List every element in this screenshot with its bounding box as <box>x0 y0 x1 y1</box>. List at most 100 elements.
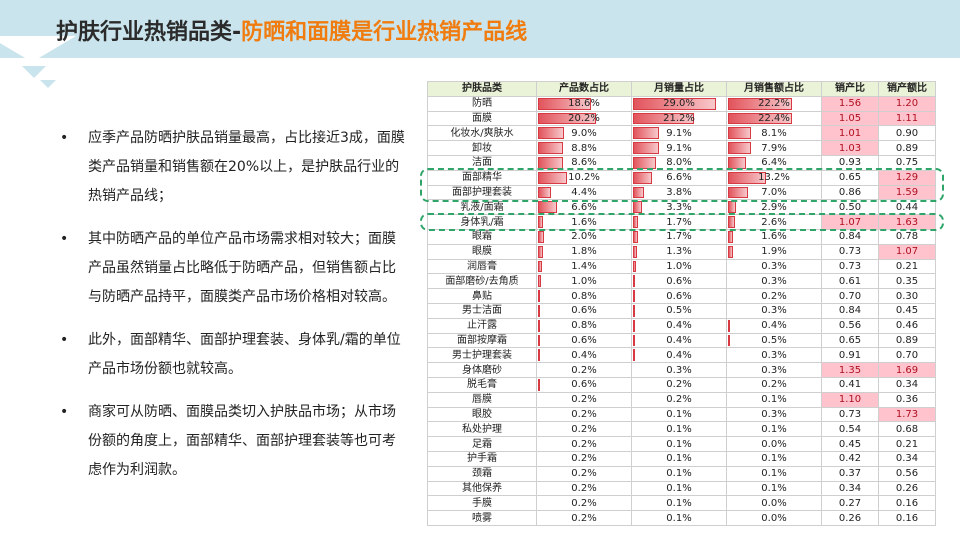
cell-sales-share: 0.1% <box>726 480 822 497</box>
cell-sales-amount-ratio: 1.20 <box>878 95 936 112</box>
cell-value: 0.6% <box>666 275 692 287</box>
cell-value: 8.0% <box>666 157 692 169</box>
cell-value: 0.5% <box>666 305 692 317</box>
bullet-text: 其中防晒产品的单位产品市场需求相对较大；面膜产品虽然销量占比略低于防晒产品，但销… <box>88 231 396 305</box>
cell-sales-product-ratio: 0.42 <box>821 450 879 467</box>
cell-value: 0.1% <box>666 438 692 450</box>
cell-volume-share: 8.0% <box>631 154 727 171</box>
decor-triangle <box>22 66 46 78</box>
cell-product-share: 9.0% <box>536 125 632 142</box>
cell-sales-amount-ratio: 0.68 <box>878 421 936 438</box>
cell-sales-product-ratio: 0.37 <box>821 465 879 482</box>
table-row: 润唇膏 1.4% 1.0% 0.3% 0.73 0.21 <box>427 258 936 275</box>
data-bar <box>728 171 766 184</box>
cell-value: 0.2% <box>571 497 597 509</box>
table-row: 私处护理 0.2% 0.1% 0.1% 0.54 0.68 <box>427 421 936 438</box>
cell-sales-share: 0.4% <box>726 317 822 334</box>
cell-value: 1.6% <box>571 216 597 228</box>
cell-product-share: 1.4% <box>536 258 632 275</box>
cell-sales-amount-ratio: 0.89 <box>878 332 936 349</box>
table-row: 乳液/面霜 6.6% 3.3% 2.9% 0.50 0.44 <box>427 199 936 216</box>
cell-category: 止汗露 <box>427 317 537 334</box>
cell-product-share: 0.2% <box>536 436 632 452</box>
cell-sales-share: 22.4% <box>726 110 822 127</box>
cell-value: 0.2% <box>666 379 692 391</box>
bullet-item: • 商家可从防晒、面膜品类切入护肤品市场；从市场份额的角度上，面部精华、面部护理… <box>60 398 405 485</box>
header-volume-share: 月销量占比 <box>631 81 727 97</box>
cell-value: 9.0% <box>571 127 597 139</box>
cell-sales-amount-ratio: 0.26 <box>878 480 936 497</box>
cell-value: 7.0% <box>761 186 787 198</box>
cell-product-share: 0.2% <box>536 450 632 467</box>
header-product-share: 产品数占比 <box>536 81 632 97</box>
cell-value: 0.1% <box>761 394 787 406</box>
cell-value: 2.0% <box>571 231 597 243</box>
cell-sales-amount-ratio: 1.29 <box>878 169 936 186</box>
data-bar <box>728 201 737 214</box>
cell-value: 0.1% <box>666 423 692 435</box>
cell-product-share: 0.2% <box>536 406 632 423</box>
data-bar <box>728 245 734 258</box>
cell-volume-share: 0.1% <box>631 406 727 423</box>
cell-category: 手膜 <box>427 495 537 512</box>
cell-sales-product-ratio: 0.73 <box>821 258 879 275</box>
data-bar <box>538 245 544 258</box>
bullet-dot: • <box>60 130 69 146</box>
cell-value: 0.4% <box>571 349 597 361</box>
cell-value: 3.8% <box>666 186 692 198</box>
cell-sales-product-ratio: 0.34 <box>821 480 879 497</box>
cell-value: 0.8% <box>571 290 597 302</box>
cell-sales-share: 0.3% <box>726 406 822 423</box>
cell-value: 0.1% <box>666 453 692 465</box>
cell-volume-share: 21.2% <box>631 110 727 127</box>
cell-value: 9.1% <box>666 127 692 139</box>
cell-product-share: 0.8% <box>536 288 632 304</box>
bullet-list: • 应季产品防晒护肤品销量最高，占比接近3成，面膜类产品销量和销售额在20%以上… <box>60 124 405 499</box>
cell-category: 其他保养 <box>427 480 537 497</box>
cell-value: 0.1% <box>666 497 692 509</box>
table-row: 喷雾 0.2% 0.1% 0.0% 0.26 0.16 <box>427 510 936 526</box>
data-bar <box>728 334 730 347</box>
cell-sales-amount-ratio: 1.69 <box>878 362 936 378</box>
data-bar <box>728 112 793 125</box>
table-row: 身体磨砂 0.2% 0.3% 0.3% 1.35 1.69 <box>427 362 936 378</box>
cell-product-share: 20.2% <box>536 110 632 127</box>
cell-sales-product-ratio: 0.41 <box>821 376 879 393</box>
data-bar <box>538 142 564 154</box>
page-title: 护肤行业热销品类-防晒和面膜是行业热销产品线 <box>56 14 527 46</box>
table-row: 化妆水/爽肤水 9.0% 9.1% 8.1% 1.01 0.90 <box>427 125 936 142</box>
cell-sales-share: 0.1% <box>726 421 822 438</box>
cell-product-share: 8.8% <box>536 140 632 156</box>
table-row: 止汗露 0.8% 0.4% 0.4% 0.56 0.46 <box>427 317 936 334</box>
cell-category: 防晒 <box>427 95 537 112</box>
cell-value: 0.2% <box>571 423 597 435</box>
cell-sales-product-ratio: 0.27 <box>821 495 879 512</box>
cell-sales-product-ratio: 0.61 <box>821 273 879 290</box>
cell-value: 1.0% <box>666 260 692 272</box>
cell-value: 0.3% <box>761 364 787 376</box>
cell-category: 足霜 <box>427 436 537 452</box>
decor-triangle-small <box>40 80 56 88</box>
data-bar <box>538 171 568 184</box>
cell-category: 眼霜 <box>427 228 537 245</box>
cell-value: 0.4% <box>761 320 787 332</box>
cell-value: 0.1% <box>761 453 787 465</box>
cell-sales-share: 0.0% <box>726 495 822 512</box>
cell-sales-share: 0.2% <box>726 376 822 393</box>
data-bar <box>633 112 694 125</box>
cell-sales-amount-ratio: 1.11 <box>878 110 936 127</box>
data-bar <box>728 216 736 228</box>
data-bar <box>633 319 635 332</box>
cell-volume-share: 0.1% <box>631 436 727 452</box>
cell-category: 颈霜 <box>427 465 537 482</box>
cell-value: 0.2% <box>571 438 597 450</box>
cell-sales-share: 0.3% <box>726 347 822 364</box>
cell-category: 脱毛膏 <box>427 376 537 393</box>
cell-sales-share: 22.2% <box>726 95 822 112</box>
cell-product-share: 0.6% <box>536 332 632 349</box>
table-row: 其他保养 0.2% 0.1% 0.1% 0.34 0.26 <box>427 480 936 497</box>
table-header-row: 护肤品类 产品数占比 月销量占比 月销售额占比 销产比 销产额比 <box>427 81 936 97</box>
cell-value: 8.1% <box>761 127 787 139</box>
cell-category: 唇膜 <box>427 391 537 408</box>
cell-value: 13.2% <box>758 172 790 184</box>
